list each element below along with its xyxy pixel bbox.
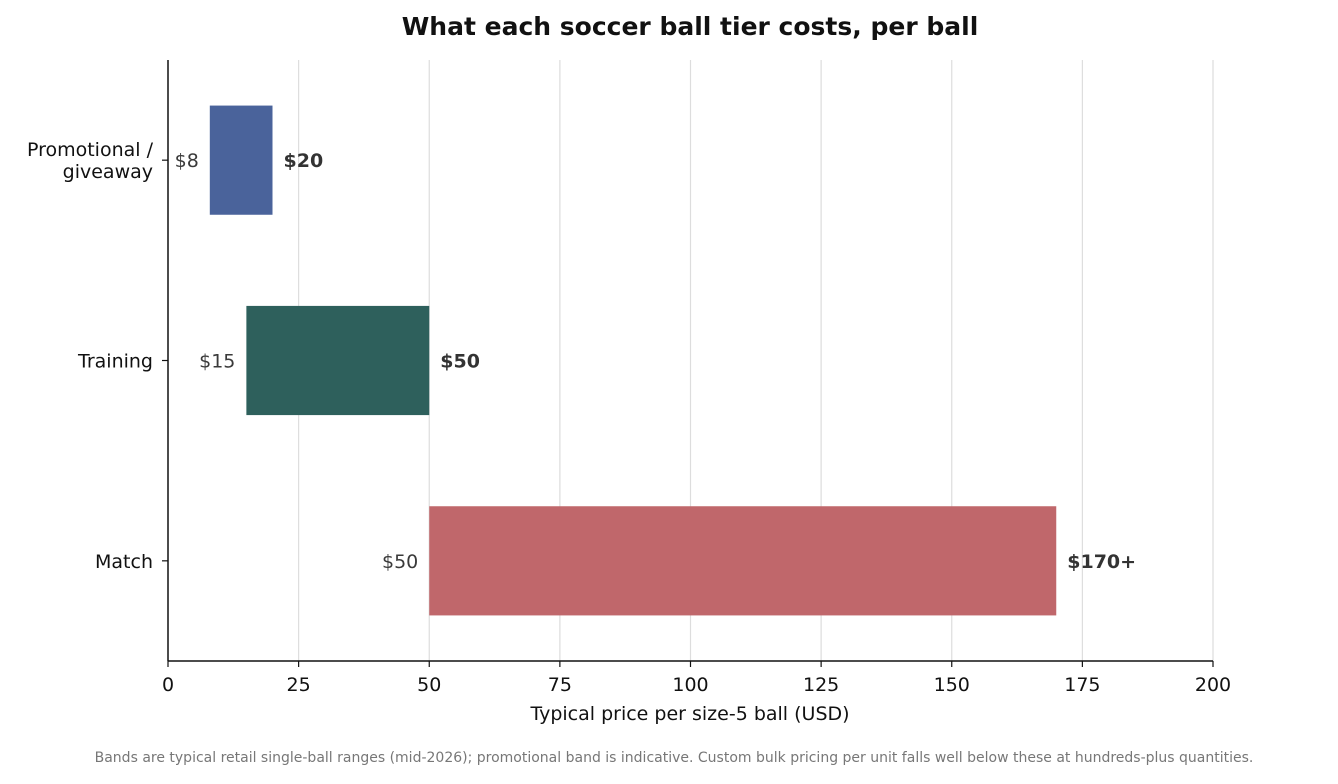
category-label-training: Training (77, 351, 153, 373)
x-axis-label: Typical price per size-5 ball (USD) (529, 703, 849, 725)
category-labels: Promotional / giveaway Training Match (27, 139, 168, 573)
x-ticks: 0 25 50 75 100 125 150 175 200 (162, 661, 1231, 696)
low-label-promotional-giveaway: $8 (175, 150, 199, 172)
category-label-line: Training (77, 351, 153, 373)
x-tick-label-150: 150 (934, 674, 970, 696)
x-tick-label-125: 125 (803, 674, 839, 696)
high-label-match: $170+ (1067, 551, 1136, 573)
x-tick-label-0: 0 (162, 674, 174, 696)
bar-promotional-giveaway (209, 105, 273, 215)
x-tick-label-175: 175 (1064, 674, 1100, 696)
bar-training (246, 305, 430, 416)
category-label-line: Promotional / (27, 139, 154, 161)
chart-title: What each soccer ball tier costs, per ba… (402, 12, 979, 41)
category-label-line: giveaway (63, 161, 153, 183)
low-label-match: $50 (382, 551, 418, 573)
grid-lines (298, 60, 1214, 661)
category-label-match: Match (95, 551, 153, 573)
high-label-training: $50 (440, 351, 480, 373)
bars: $8 $20 $15 $50 $50 $170+ (175, 105, 1136, 616)
x-tick-label-50: 50 (417, 674, 441, 696)
high-label-promotional-giveaway: $20 (284, 150, 324, 172)
x-tick-label-75: 75 (548, 674, 572, 696)
category-label-promotional-giveaway: Promotional / giveaway (27, 139, 154, 183)
low-label-training: $15 (199, 351, 235, 373)
x-tick-label-25: 25 (287, 674, 311, 696)
category-label-line: Match (95, 551, 153, 573)
footnote: Bands are typical retail single-ball ran… (95, 750, 1254, 766)
bar-match (429, 506, 1057, 616)
x-tick-label-100: 100 (672, 674, 708, 696)
x-tick-label-200: 200 (1195, 674, 1231, 696)
